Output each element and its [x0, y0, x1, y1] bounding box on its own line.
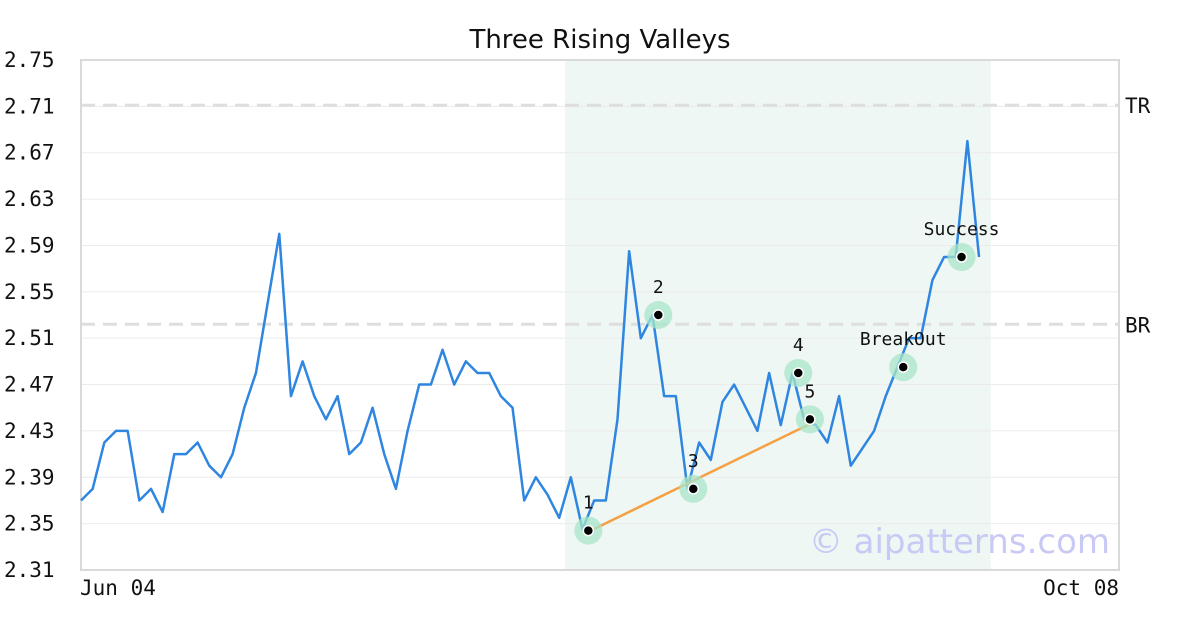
y-tick-label: 2.71 — [4, 94, 55, 118]
x-tick-label: Oct 08 — [1043, 576, 1119, 600]
point-marker — [792, 367, 805, 379]
watermark: © aipatterns.com — [809, 522, 1110, 562]
y-tick-label: 2.35 — [4, 512, 55, 536]
point-label: BreakOut — [860, 329, 947, 350]
point-label: 2 — [653, 277, 664, 298]
point-label: 1 — [583, 493, 594, 514]
y-tick-label: 2.75 — [4, 48, 55, 72]
y-tick-label: 2.43 — [4, 419, 55, 443]
point-marker — [955, 251, 968, 263]
y-tick-label: 2.51 — [4, 326, 55, 350]
y-tick-label: 2.47 — [4, 373, 55, 397]
point-label: 5 — [805, 381, 816, 402]
y-tick-label: 2.67 — [4, 141, 55, 165]
price-line — [80, 139, 981, 531]
y-tick-label: 2.55 — [4, 280, 55, 304]
x-tick-label: Jun 04 — [80, 576, 156, 600]
plot-frame — [80, 59, 1120, 571]
point-marker — [582, 524, 595, 537]
level-label: TR — [1125, 94, 1151, 118]
y-tick-label: 2.39 — [4, 465, 55, 489]
level-label: BR — [1125, 313, 1151, 337]
point-marker — [897, 361, 909, 373]
y-tick-label: 2.59 — [4, 233, 55, 257]
point-marker — [687, 483, 700, 495]
highlight-region — [565, 60, 991, 570]
point-marker — [804, 413, 816, 426]
chart-title: Three Rising Valleys — [468, 25, 730, 55]
y-tick-label: 2.63 — [4, 187, 55, 211]
y-tick-label: 2.31 — [4, 558, 55, 582]
point-label: Success — [924, 219, 1000, 240]
point-label: 4 — [793, 335, 804, 356]
point-label: 3 — [688, 451, 699, 472]
point-marker — [652, 309, 665, 321]
